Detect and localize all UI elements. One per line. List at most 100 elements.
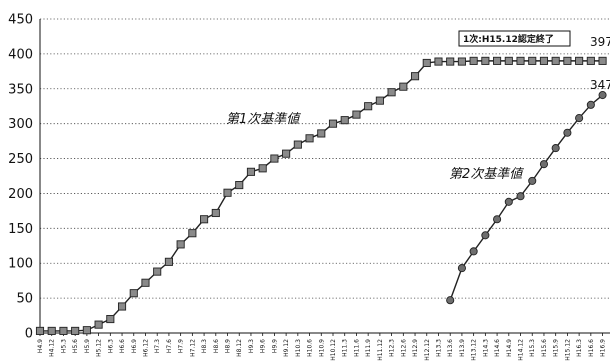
x-axis: H4.9 H4.12 H5.3 H5.6 H5.9 H5.12 H6.3 H6.6 H6.9 H6…	[37, 332, 610, 361]
x-tick-label: H7.3	[154, 339, 161, 353]
series-1-point	[352, 110, 361, 119]
series-1-point	[141, 278, 150, 287]
series-1-point	[528, 56, 537, 65]
series-1-point	[399, 82, 408, 91]
y-tick-label: 300	[8, 117, 33, 132]
series-1-point	[176, 240, 185, 249]
series-1-point	[293, 140, 302, 149]
series-1-point	[563, 56, 572, 65]
x-tick-label: H9.9	[271, 339, 278, 353]
series-1-point	[270, 154, 279, 163]
series-1-point	[258, 164, 267, 173]
y-tick-label: 350	[8, 82, 33, 97]
series-1-point	[387, 88, 396, 97]
series-2-point	[457, 264, 466, 273]
series-1-point	[481, 56, 490, 65]
x-tick-label: H13.12	[471, 339, 478, 361]
series-2-point	[504, 197, 513, 206]
series-1-point	[47, 326, 56, 335]
series-1-point	[539, 56, 549, 65]
series-1-point	[410, 72, 420, 81]
series-2-point	[481, 231, 490, 240]
series-1-point	[305, 134, 314, 143]
y-tick-label: 200	[8, 187, 33, 202]
series-2-point	[469, 247, 478, 256]
series-1-point	[82, 326, 91, 335]
series-1-point	[211, 208, 220, 218]
x-tick-label: H14.9	[506, 339, 513, 357]
series-1-point	[598, 56, 607, 65]
x-tick-label: H12.6	[400, 339, 407, 357]
x-tick-label: H16.9	[600, 339, 607, 357]
series-line-2	[449, 94, 604, 301]
x-tick-label: H7.6	[166, 339, 173, 353]
series-1-point	[164, 257, 173, 266]
series-1-point	[246, 167, 256, 176]
x-tick-label: H10.12	[330, 339, 337, 361]
series-1-point	[235, 181, 244, 190]
series-1-point	[35, 326, 45, 335]
x-tick-label: H5.6	[72, 339, 79, 353]
x-tick-label: H11.3	[342, 339, 349, 357]
y-tick-label: 100	[8, 257, 33, 272]
y-tick-label: 150	[8, 222, 33, 237]
series-1-point	[422, 58, 431, 68]
x-tick-label: H6.9	[131, 339, 138, 353]
series-1-point	[575, 56, 584, 65]
x-tick-label: H11.9	[365, 339, 372, 357]
y-tick-label: 0	[25, 327, 33, 342]
x-tick-label: H15.9	[553, 339, 560, 357]
x-tick-label: H7.9	[178, 339, 185, 353]
series-2-point	[493, 215, 502, 224]
series-1-point	[71, 326, 80, 335]
x-tick-label: H14.3	[482, 339, 489, 357]
x-tick-label: H8.6	[213, 339, 220, 353]
series-1-point	[223, 188, 232, 197]
y-tick-label: 400	[8, 47, 33, 62]
series-1-point	[551, 56, 560, 65]
x-tick-label: H5.9	[84, 339, 91, 353]
x-tick-label: H12.3	[389, 339, 396, 357]
y-tick-label: 250	[8, 152, 33, 167]
series-2-point	[586, 100, 595, 109]
x-tick-label: H8.9	[225, 339, 232, 353]
series-1-point	[282, 149, 291, 158]
x-tick-label: H15.12	[564, 339, 571, 361]
series-2-point	[516, 192, 525, 201]
series-1-point	[434, 57, 443, 66]
x-tick-label: H8.3	[201, 339, 208, 353]
x-tick-label: H11.12	[377, 339, 384, 361]
series-1-point	[328, 119, 338, 128]
x-tick-label: H6.12	[142, 339, 149, 357]
series-2-label: 第2次基準値	[449, 167, 524, 182]
series-1-point	[200, 215, 209, 224]
x-tick-label: H13.6	[447, 339, 454, 357]
x-tick-label: H8.12	[236, 339, 243, 357]
series-1-point	[375, 96, 384, 105]
x-tick-label: H15.6	[541, 339, 548, 357]
series-2-point	[539, 160, 549, 169]
series-2-point	[563, 128, 572, 137]
x-tick-label: H13.9	[459, 339, 466, 357]
x-tick-label: H10.3	[295, 339, 302, 357]
series-1-point	[469, 56, 478, 65]
annotation-box	[458, 30, 571, 47]
series-2-point	[575, 114, 584, 123]
series-1-point	[457, 57, 466, 66]
annotation-text: 1次:H15.12認定終了	[463, 33, 554, 45]
series-group	[35, 56, 607, 335]
x-tick-label: H10.6	[307, 339, 314, 357]
series-1-point	[106, 314, 115, 324]
y-axis: 0 50 100 150 200 250 300 350 400 450	[8, 13, 41, 342]
series-1-point	[117, 302, 127, 311]
x-tick-label: H16.3	[576, 339, 583, 357]
x-tick-label: H12.12	[424, 339, 431, 361]
series-1-end-label: 397	[590, 35, 610, 49]
x-tick-label: H16.6	[588, 339, 595, 357]
x-tick-label: H7.12	[189, 339, 196, 357]
x-tick-label: H4.12	[49, 339, 56, 357]
x-tick-label: H6.3	[107, 339, 114, 353]
series-1-point	[129, 289, 138, 298]
